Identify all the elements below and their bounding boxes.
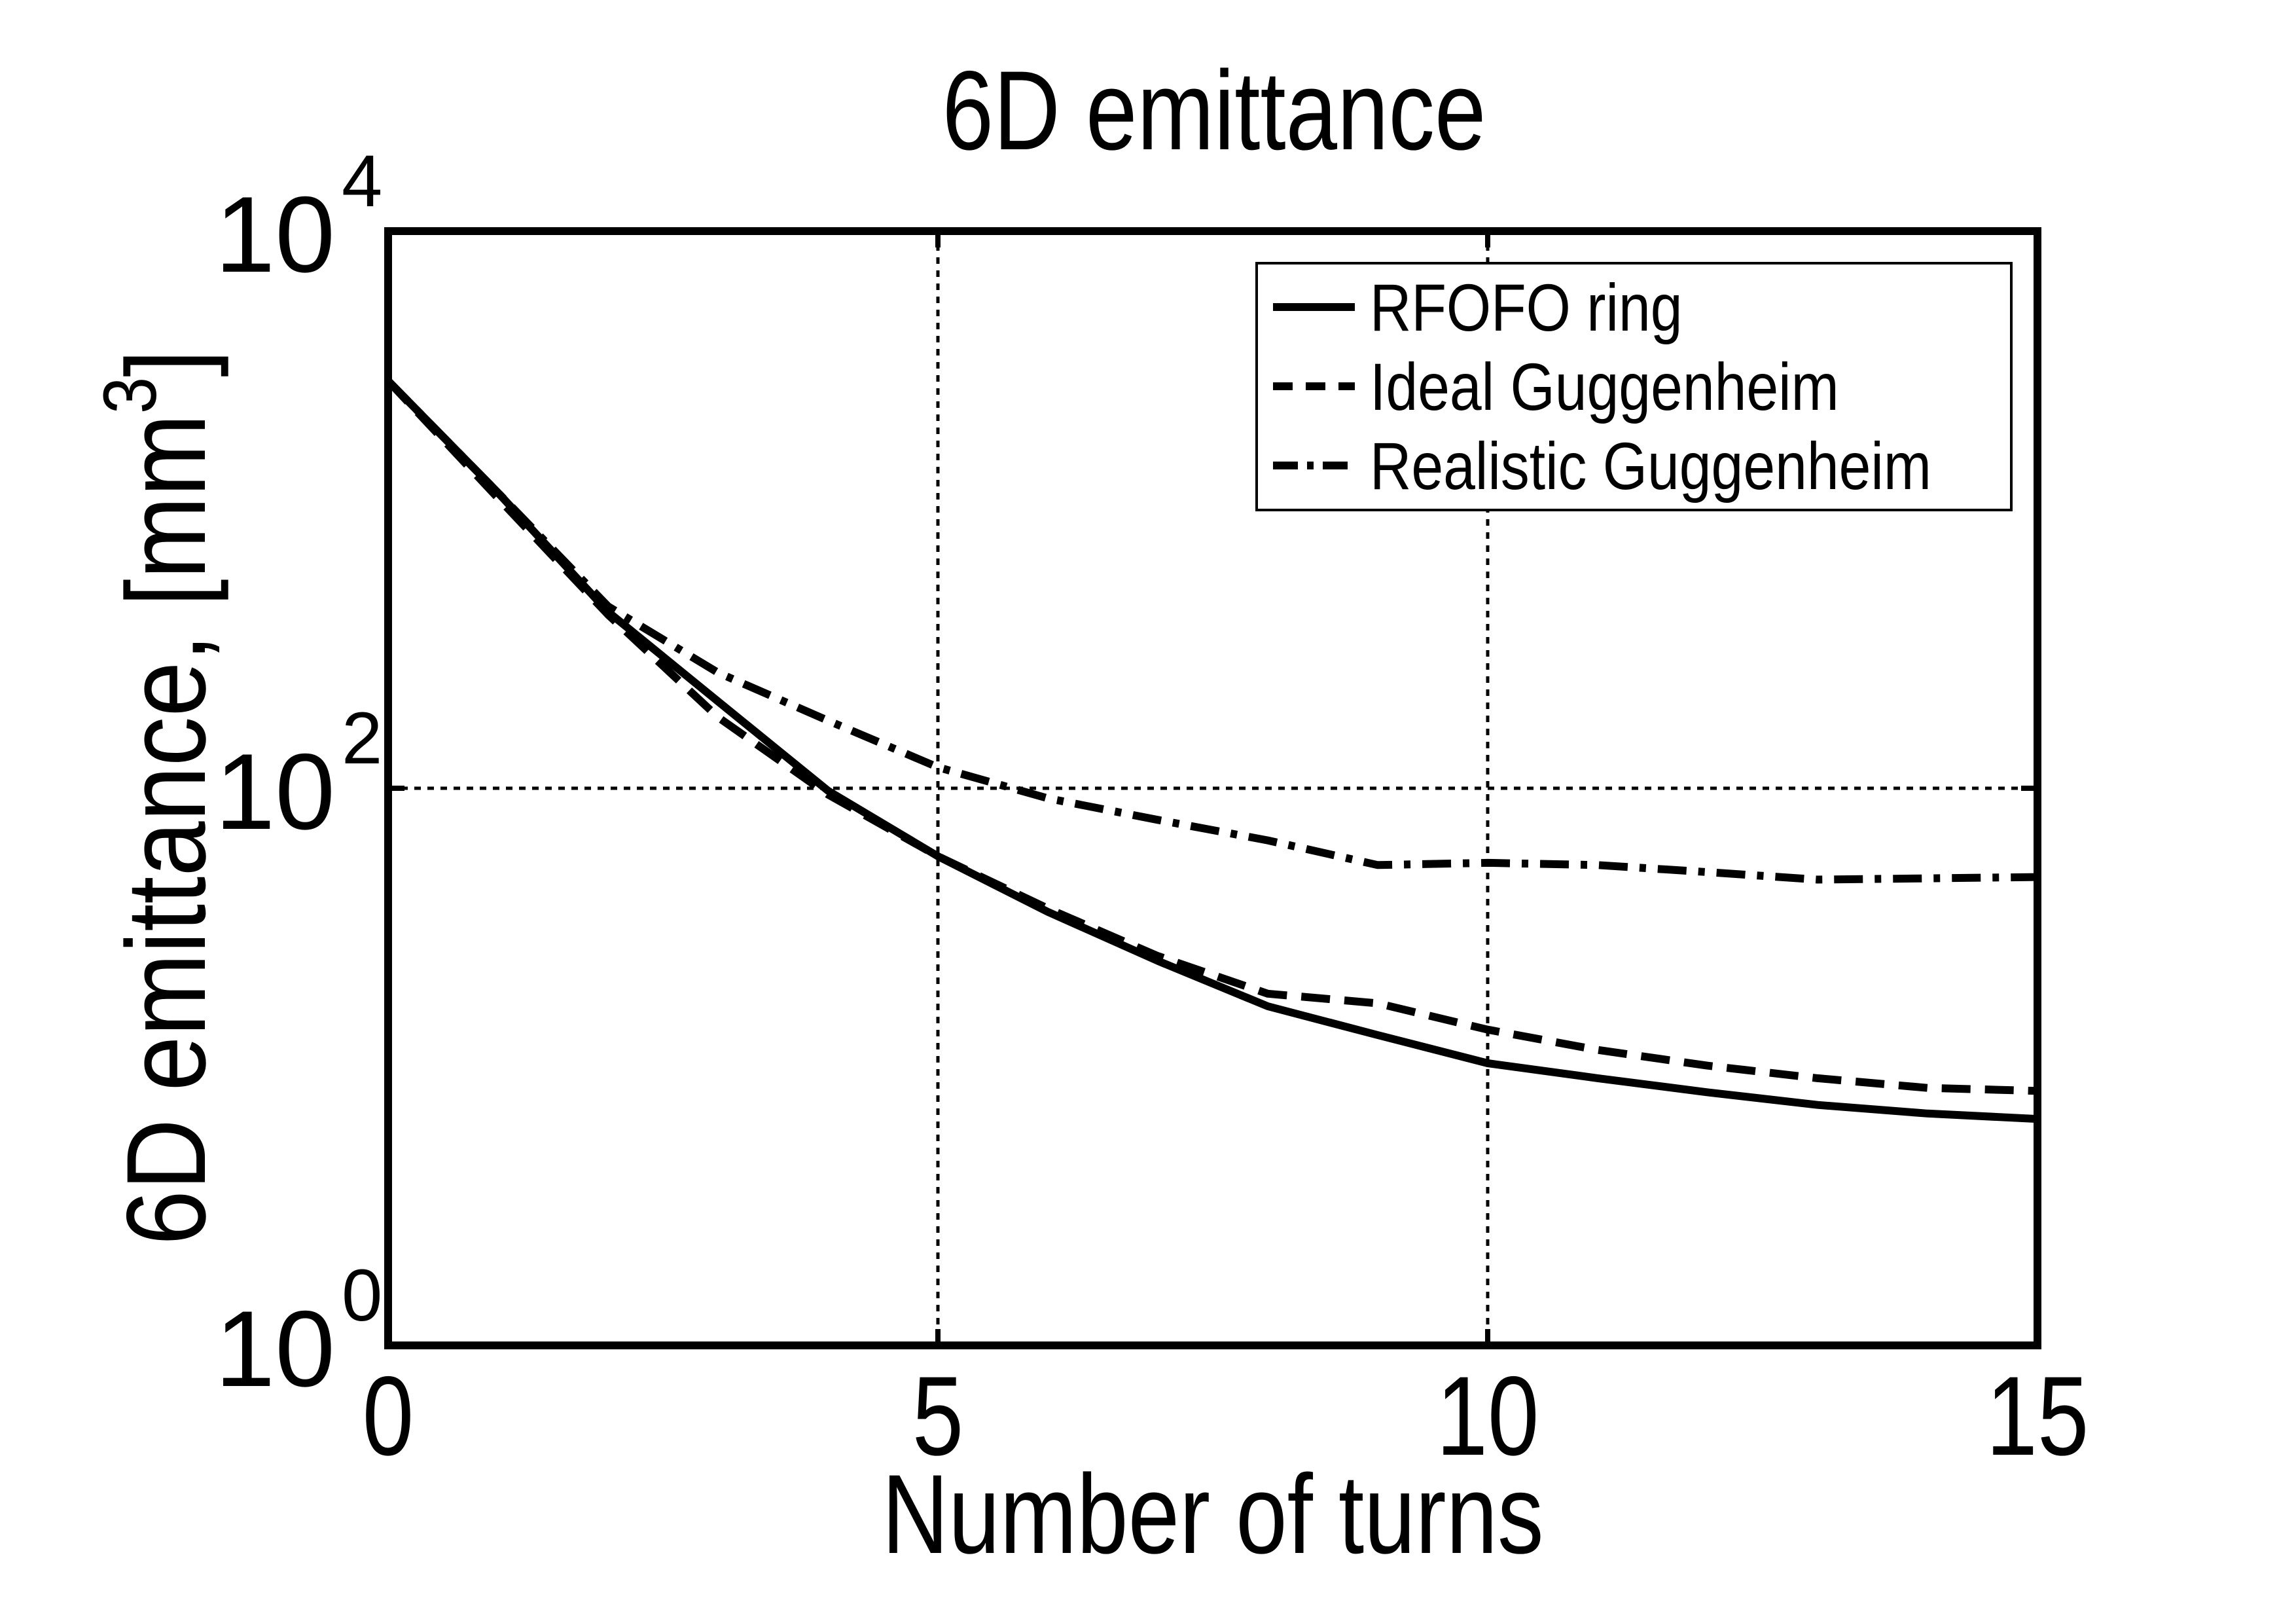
- y-tick-label: 10 0: [215, 1254, 382, 1409]
- tick-marks: [386, 228, 2040, 1348]
- legend-label: Ideal Guggenheim: [1370, 350, 1839, 425]
- chart-title: 6D emittance: [942, 48, 1486, 173]
- y-tick-label: 10 2: [215, 697, 382, 852]
- x-tick-label: 10: [1437, 1354, 1539, 1479]
- y-tick-label-base: 10: [215, 731, 335, 852]
- legend-label: Realistic Guggenheim: [1370, 429, 1931, 504]
- x-tick-labels: 0 5 10 15: [363, 1354, 2089, 1479]
- legend-label: RFOFO ring: [1370, 271, 1683, 346]
- y-axis-label-superscript: 3: [88, 377, 171, 414]
- y-axis-label-main: 6D emittance, [mm: [103, 414, 229, 1245]
- legend-item: Ideal Guggenheim: [1273, 350, 1839, 425]
- y-axis-label-group: 6D emittance, [mm3]: [88, 350, 229, 1245]
- y-tick-label-exponent: 2: [342, 697, 382, 779]
- series-realistic-guggenheim: [385, 378, 2038, 884]
- data-series: [385, 378, 2038, 1123]
- x-axis-label: Number of turns: [882, 1452, 1543, 1577]
- y-axis-label-suffix: ]: [103, 350, 229, 377]
- y-tick-label-base: 10: [215, 1288, 335, 1409]
- y-tick-label-exponent: 4: [342, 140, 382, 222]
- y-tick-label: 10 4: [215, 140, 382, 295]
- legend-item: RFOFO ring: [1273, 271, 1683, 346]
- x-tick-label: 15: [1986, 1354, 2089, 1479]
- legend-box: [1255, 262, 2013, 511]
- y-tick-label-base: 10: [215, 174, 335, 295]
- series-rfofo-ring: [385, 378, 2038, 1123]
- y-axis-label: 6D emittance, [mm3]: [88, 350, 229, 1245]
- series-ideal-guggenheim: [385, 378, 2038, 1095]
- x-tick-label: 0: [363, 1354, 414, 1479]
- x-tick-label: 5: [912, 1354, 963, 1479]
- y-tick-label-exponent: 0: [342, 1254, 382, 1336]
- legend-item: Realistic Guggenheim: [1273, 429, 1931, 504]
